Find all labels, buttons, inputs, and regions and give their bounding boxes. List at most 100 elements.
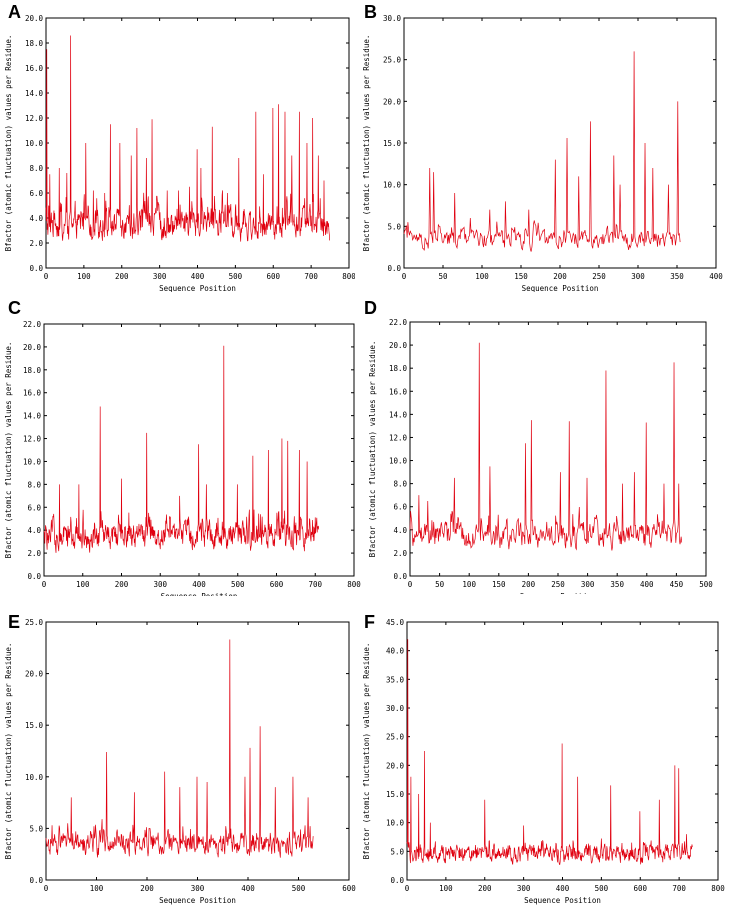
x-tick-label: 100 [475,272,489,281]
y-tick-label: 8.0 [29,164,43,173]
y-tick-label: 35.0 [386,675,405,684]
y-tick-label: 25.0 [25,618,44,627]
x-axis-label: Sequence Position [161,592,238,596]
x-tick-label: 350 [670,272,684,281]
x-tick-label: 100 [76,580,90,589]
y-tick-label: 2.0 [393,549,407,558]
x-axis-label: Sequence Position [159,284,236,292]
y-tick-label: 15.0 [25,721,44,730]
y-tick-label: 18.0 [25,39,44,48]
y-tick-label: 20.0 [23,343,42,352]
x-tick-label: 200 [522,580,536,589]
x-tick-label: 300 [631,272,645,281]
y-tick-label: 10.0 [386,819,405,828]
y-axis-label: Bfactor (atomic fluctuation) values per … [368,341,377,558]
bfactor-series-line [409,342,683,551]
x-tick-label: 500 [699,580,713,589]
y-axis-label: Bfactor (atomic fluctuation) values per … [4,342,13,559]
x-axis-label: Sequence Position [520,592,597,594]
y-tick-label: 0.0 [29,876,43,885]
y-tick-label: 4.0 [27,526,41,535]
y-tick-label: 6.0 [27,503,41,512]
y-tick-label: 18.0 [389,364,408,373]
y-tick-label: 5.0 [387,222,401,231]
y-tick-label: 20.0 [389,341,408,350]
y-tick-label: 6.0 [29,189,43,198]
x-tick-label: 300 [191,884,205,893]
y-tick-label: 2.0 [29,239,43,248]
x-tick-label: 100 [462,580,476,589]
x-tick-label: 350 [610,580,624,589]
x-tick-label: 50 [435,580,445,589]
y-tick-label: 5.0 [29,824,43,833]
bfactor-series-line [45,35,331,242]
x-tick-label: 600 [633,884,647,893]
chart-panel-c: 0.0 2.0 4.0 6.0 8.0 10.0 12.0 14.0 16.0 18.0 20.0 2… [4,320,361,596]
x-tick-label: 250 [592,272,606,281]
y-tick-label: 10.0 [25,773,44,782]
x-tick-label: 400 [640,580,654,589]
bfactor-series-line [403,51,681,252]
x-tick-label: 0 [405,884,410,893]
x-axis-label: Sequence Position [522,284,599,292]
x-tick-label: 0 [402,272,407,281]
x-tick-label: 0 [44,272,49,281]
chart-panel-d: 0.0 2.0 4.0 6.0 8.0 10.0 12.0 14.0 16.0 18.0 20.0 2… [368,318,713,594]
chart-panel-f: 0.0 5.0 10.0 15.0 20.0 25.0 30.0 35.0 40.0 45.0 0 1… [362,618,725,905]
y-tick-label: 20.0 [25,670,44,679]
panel-letter-a: A [8,2,21,22]
y-tick-label: 0.0 [387,264,401,273]
x-tick-label: 300 [581,580,595,589]
y-tick-label: 4.0 [29,214,43,223]
y-tick-label: 45.0 [386,618,405,627]
y-tick-label: 10.0 [383,181,402,190]
y-axis-label: Bfactor (atomic fluctuation) values per … [362,643,371,860]
x-tick-label: 150 [514,272,528,281]
y-tick-label: 10.0 [23,457,42,466]
x-tick-label: 100 [439,884,453,893]
x-tick-label: 0 [42,580,47,589]
panel-letter-e: E [8,612,21,632]
x-tick-label: 500 [231,580,245,589]
x-tick-label: 400 [556,884,570,893]
x-tick-label: 200 [553,272,567,281]
x-tick-label: 150 [492,580,506,589]
y-tick-label: 14.0 [25,89,44,98]
y-tick-label: 6.0 [393,503,407,512]
x-tick-label: 0 [408,580,413,589]
chart-panel-b: 0.0 5.0 10.0 15.0 20.0 25.0 30.0 0 50 100 150 200 25… [362,14,723,292]
y-axis-label: Bfactor (atomic fluctuation) values per … [4,643,13,860]
x-tick-label: 800 [347,580,361,589]
y-tick-label: 12.0 [389,433,408,442]
y-tick-label: 12.0 [23,435,42,444]
bfactor-series-line [45,639,314,858]
x-tick-label: 100 [77,272,91,281]
x-axis-label: Sequence Position [524,896,601,905]
panel-letter-c: C [8,298,21,318]
y-tick-label: 25.0 [386,733,405,742]
chart-panel-a: 0.0 2.0 4.0 6.0 8.0 10.0 12.0 14.0 16.0 18.0 20.0 0… [4,14,355,292]
x-tick-label: 500 [229,272,243,281]
x-tick-label: 700 [304,272,318,281]
y-tick-label: 15.0 [383,139,402,148]
y-tick-label: 20.0 [25,14,44,23]
x-tick-label: 600 [342,884,356,893]
x-tick-label: 100 [90,884,104,893]
y-tick-label: 10.0 [25,139,44,148]
x-tick-label: 600 [270,580,284,589]
x-tick-label: 500 [595,884,609,893]
x-tick-label: 400 [709,272,723,281]
y-tick-label: 14.0 [23,412,42,421]
y-tick-label: 0.0 [390,876,404,885]
bfactor-series-line [43,345,320,553]
y-tick-label: 25.0 [383,56,402,65]
x-tick-label: 600 [266,272,280,281]
y-tick-label: 16.0 [23,389,42,398]
y-tick-label: 0.0 [29,264,43,273]
y-tick-label: 0.0 [27,572,41,581]
x-tick-label: 0 [44,884,49,893]
y-tick-label: 20.0 [386,761,405,770]
y-tick-label: 30.0 [386,704,405,713]
plot-frame [43,323,355,577]
bfactor-series-line [406,639,693,866]
